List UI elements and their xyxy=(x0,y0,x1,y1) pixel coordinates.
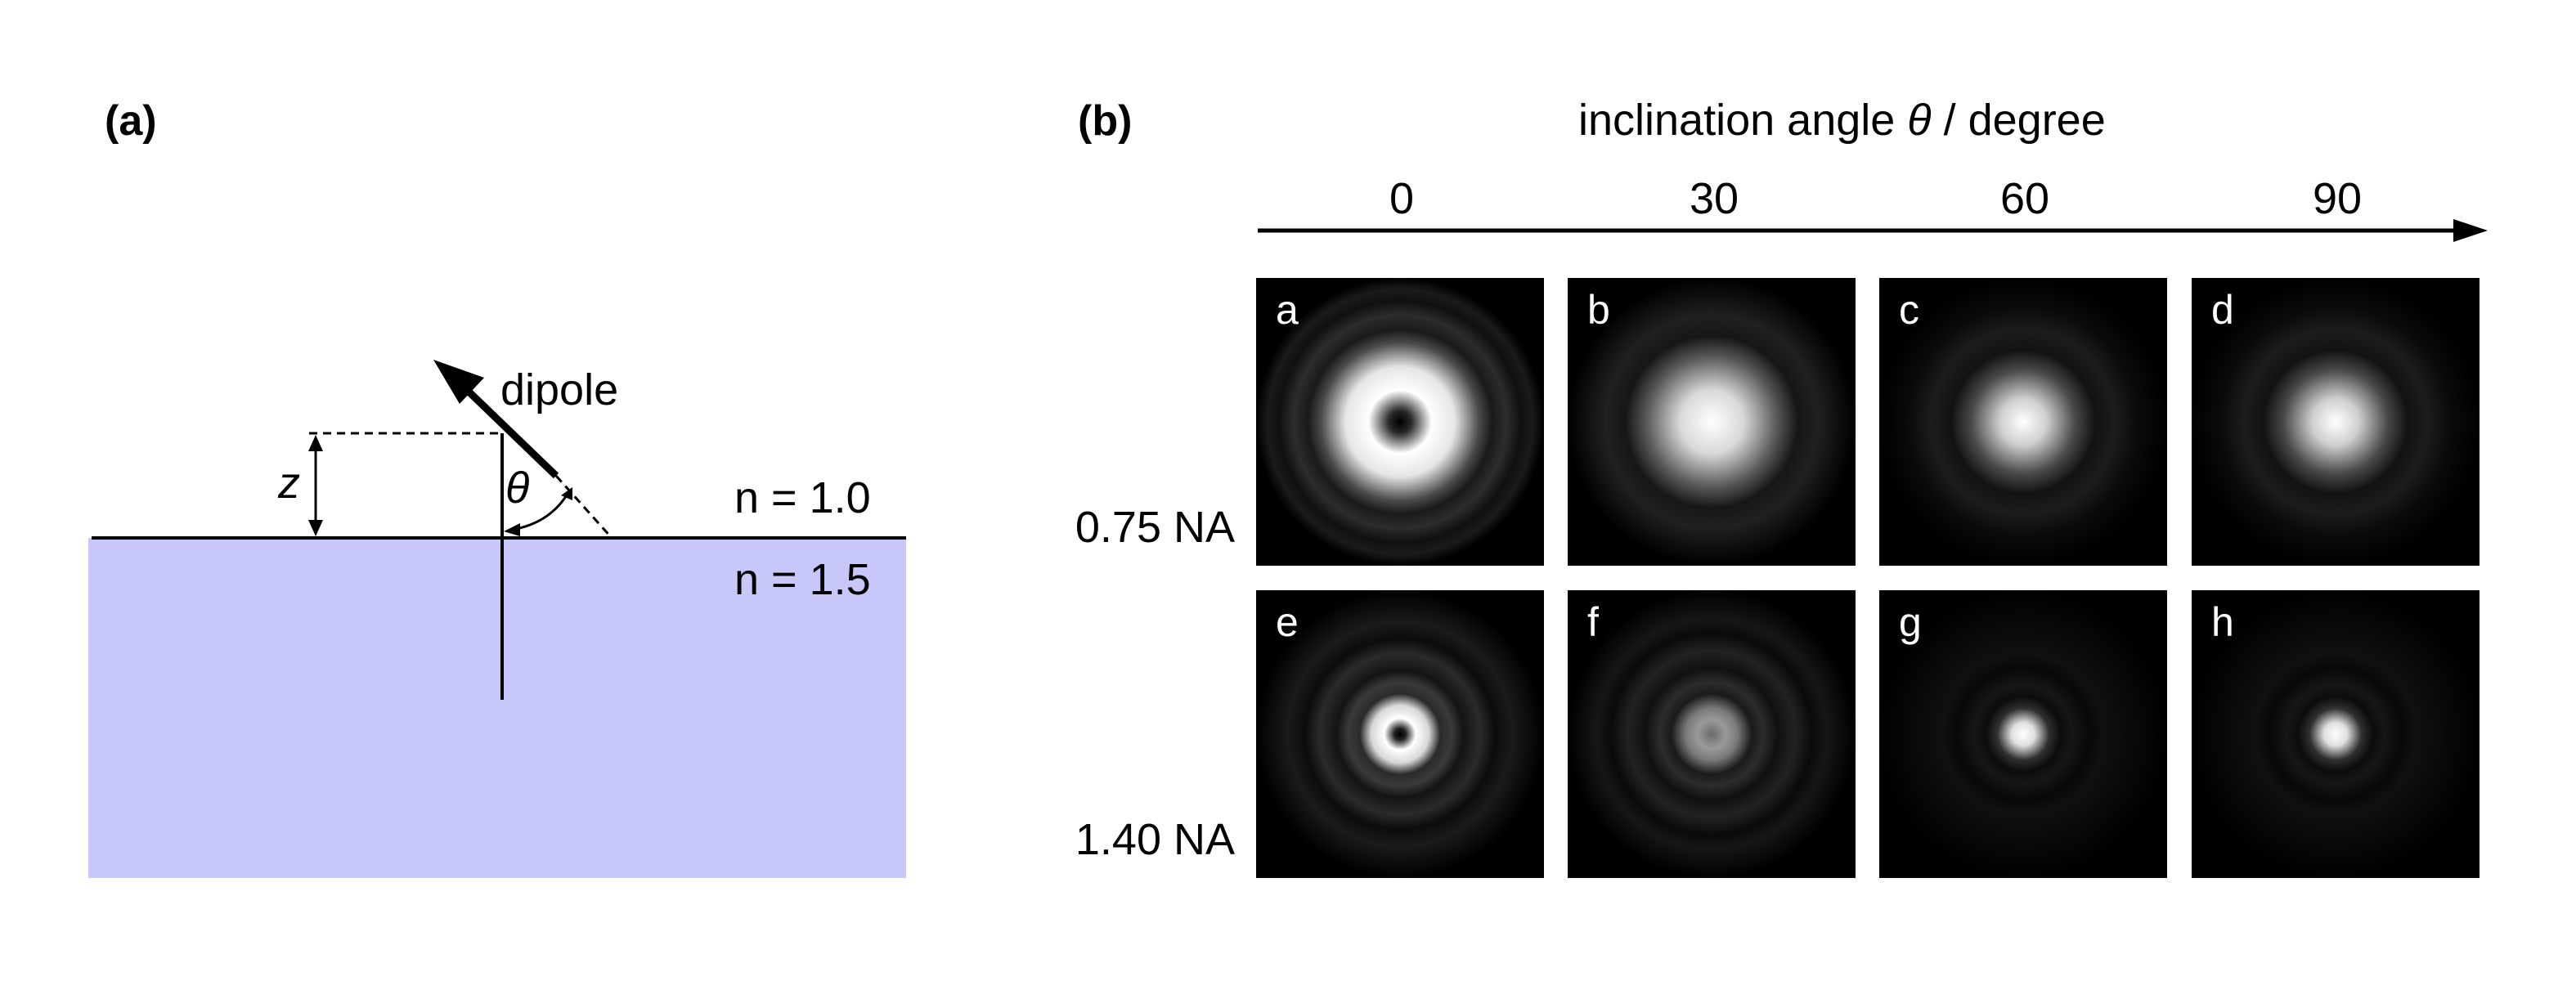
theta-arc-arrowhead-start xyxy=(504,523,520,536)
psf-image-h: h xyxy=(2192,590,2480,878)
z-label: z xyxy=(278,459,300,508)
dipole-geometry-diagram xyxy=(88,360,906,878)
dipole-arrowhead xyxy=(433,360,484,404)
dipole-projection-dashed-line xyxy=(554,474,613,540)
axis-title-theta: θ xyxy=(1907,96,1932,145)
z-arrowhead-bottom xyxy=(308,520,323,536)
axis-title: inclination angle θ / degree xyxy=(1578,95,2106,146)
psf-image-e: e xyxy=(1256,590,1544,878)
angle-tick-60: 60 xyxy=(1999,174,2050,223)
substrate-region xyxy=(88,538,906,878)
theta-arc-arrowhead-end xyxy=(561,487,572,500)
angle-tick-30: 30 xyxy=(1689,174,1739,223)
angle-tick-90: 90 xyxy=(2312,174,2363,223)
refractive-index-top: n = 1.0 xyxy=(734,473,871,522)
psf-image-a: a xyxy=(1256,278,1544,566)
tile-letter-h: h xyxy=(2211,599,2234,645)
row-label-1.40-na: 1.40 NA xyxy=(1075,815,1235,864)
psf-image-f: f xyxy=(1568,590,1856,878)
refractive-index-bottom: n = 1.5 xyxy=(734,555,871,604)
dipole-arrow xyxy=(463,386,559,479)
tile-letter-g: g xyxy=(1899,599,1922,645)
tile-letter-b: b xyxy=(1587,287,1610,333)
axis-title-suffix: / degree xyxy=(1931,96,2106,145)
theta-label: θ xyxy=(505,464,530,513)
psf-image-c: c xyxy=(1879,278,2167,566)
tile-letter-c: c xyxy=(1899,287,1919,333)
row-label-0.75-na: 0.75 NA xyxy=(1075,503,1235,552)
panel-b-label: (b) xyxy=(1078,97,1133,145)
psf-image-g: g xyxy=(1879,590,2167,878)
tile-letter-d: d xyxy=(2211,287,2234,333)
psf-image-d: d xyxy=(2192,278,2480,566)
psf-image-b: b xyxy=(1568,278,1856,566)
angle-tick-0: 0 xyxy=(1389,174,1415,223)
tile-letter-a: a xyxy=(1276,287,1299,333)
z-arrowhead-top xyxy=(308,435,323,451)
axis-title-prefix: inclination angle xyxy=(1578,96,1908,145)
dipole-label: dipole xyxy=(500,365,619,414)
tile-letter-f: f xyxy=(1587,599,1599,645)
inclination-axis-arrow xyxy=(1258,219,2488,242)
panel-a-label: (a) xyxy=(105,97,157,145)
tile-letter-e: e xyxy=(1276,599,1299,645)
